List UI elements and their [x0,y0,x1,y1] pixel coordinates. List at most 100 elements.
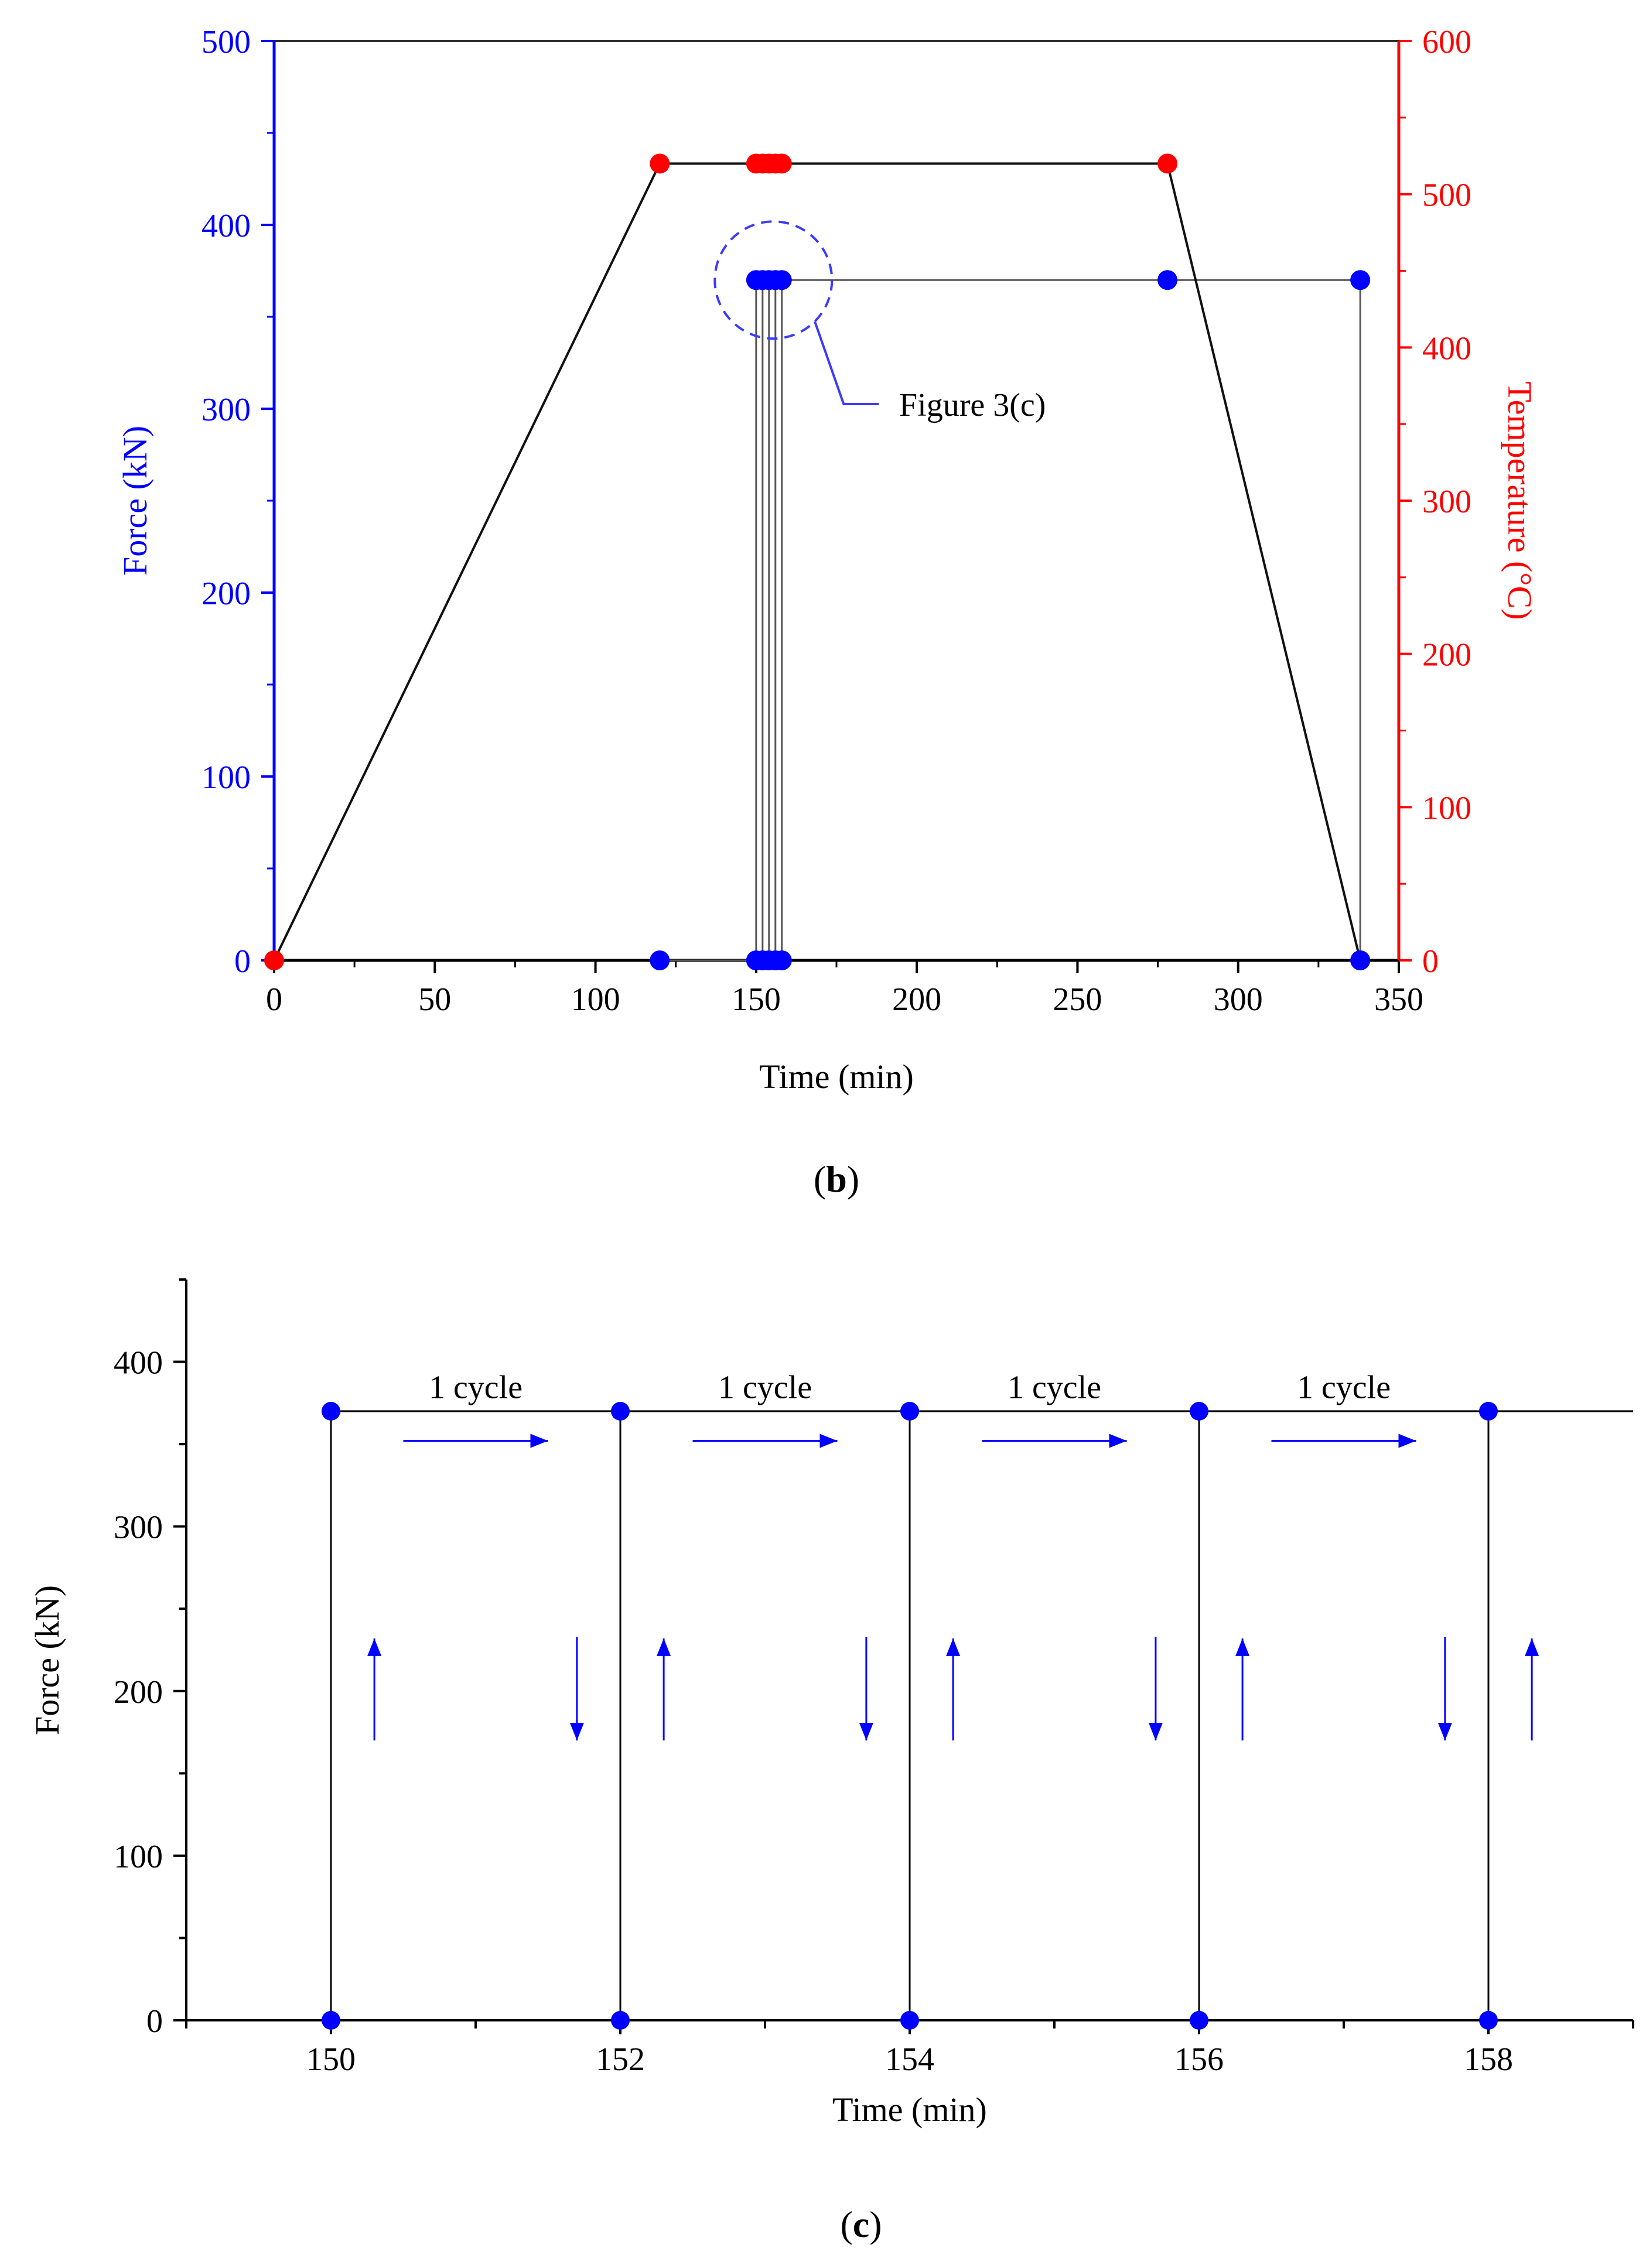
annotation-leader-line [814,321,879,405]
b-temperature-point [1157,153,1178,174]
c-y-tick-label: 100 [114,1839,163,1875]
b-y-left-tick-label: 500 [202,24,251,60]
b-y-left-tick-label: 0 [234,943,251,980]
b-x-tick-label: 250 [1053,981,1102,1018]
c-right-arrow [982,1434,1127,1448]
b-force-point [771,950,792,970]
c-cycle-label: 1 cycle [1297,1369,1391,1405]
c-force-lines [330,1410,1633,2020]
c-x-ticks: 150 152 154 156 158 [185,2020,1634,2078]
c-down-arrow-head [1148,1723,1163,1741]
c-right-arrow-head [530,1434,548,1448]
b-y-left-tick-label: 200 [202,576,251,612]
c-peak-point [611,1401,630,1421]
b-x-axis-label: Time (min) [759,1058,914,1096]
c-up-arrow [1235,1638,1250,1741]
b-temperature-point [771,153,792,174]
b-y-left-ticks: 0 100 200 300 400 500 [202,24,274,980]
annotation-label: Figure 3(c) [899,387,1046,423]
b-force-point [771,270,792,290]
b-force-point [650,950,670,970]
b-x-tick-label: 150 [732,981,781,1018]
c-x-tick-label: 152 [596,2041,645,2078]
c-right-arrow [403,1434,548,1448]
c-right-arrow [692,1434,838,1448]
c-caption-open: ( [840,2204,852,2245]
b-x-tick-label: 200 [892,981,941,1018]
b-x-tick-label: 0 [266,981,282,1018]
c-down-arrow [1437,1637,1452,1741]
c-peak-point [1190,1401,1208,1421]
b-y-right-tick-label: 0 [1422,943,1439,980]
c-peak-point [322,1401,340,1421]
c-zero-point [611,2011,630,2030]
b-y-right-tick-label: 600 [1422,24,1471,60]
b-series-lines [273,162,1362,962]
c-y-ticks: 0 100 200 300 400 [114,1278,186,2040]
c-cycle-labels: 1 cycle 1 cycle 1 cycle 1 cycle [429,1369,1391,1405]
c-caption-close: ) [869,2204,882,2245]
b-caption-letter: b [826,1158,847,1200]
c-up-arrow [367,1638,382,1741]
b-y-right-tick-label: 100 [1422,790,1471,826]
c-cycle-label: 1 cycle [718,1369,812,1405]
c-down-arrow [569,1637,584,1741]
b-caption: (b) [814,1158,859,1200]
c-peak-point [1479,1401,1498,1421]
b-y-right-tick-label: 200 [1422,637,1471,673]
b-force-point [1350,950,1371,970]
c-cycle-label: 1 cycle [429,1369,523,1405]
c-up-arrow-head [946,1638,961,1656]
c-zero-point [900,2011,919,2030]
b-y-left-tick-label: 300 [202,392,251,428]
b-force-point [1350,270,1371,290]
b-y-right-tick-label: 300 [1422,484,1471,520]
c-right-arrow-head [1109,1434,1127,1448]
c-down-arrow-head [859,1723,873,1741]
c-x-axis-label: Time (min) [832,2091,987,2129]
annotation-circle [713,220,834,340]
c-peak-point [900,1401,919,1421]
c-right-arrow [1271,1434,1416,1448]
c-down-arrow [1148,1637,1163,1741]
b-force-line [660,279,1361,962]
c-zero-point [1190,2011,1208,2030]
b-caption-close: ) [847,1158,859,1200]
b-y-right-tick-label: 500 [1422,177,1471,214]
c-direction-arrows [367,1434,1539,1741]
c-up-arrow-head [1235,1638,1250,1656]
c-zero-point [322,2011,340,2030]
b-series-markers [264,153,1371,970]
c-y-tick-label: 400 [114,1345,163,1381]
c-x-tick-label: 156 [1174,2041,1224,2078]
b-x-tick-label: 300 [1214,981,1263,1018]
c-down-arrow-head [569,1723,584,1741]
b-caption-open: ( [814,1158,826,1200]
b-temperature-point [264,950,284,970]
b-left-y-axis-label: Force (kN) [116,426,154,576]
c-cycle-label: 1 cycle [1008,1369,1101,1405]
c-down-arrow-head [1437,1723,1452,1741]
b-x-ticks: 0 50 100 150 200 250 300 350 [266,960,1423,1018]
c-zero-point [1479,2011,1498,2030]
c-x-tick-label: 158 [1464,2041,1513,2078]
c-down-arrow [859,1637,873,1741]
b-temperature-point [650,153,670,174]
b-temperature-line [273,162,1362,961]
c-caption: (c) [840,2204,882,2245]
c-y-tick-label: 300 [114,1510,163,1546]
b-y-right-ticks: 0 100 200 300 400 500 600 [1399,24,1471,980]
c-up-arrow [946,1638,961,1741]
c-right-arrow-head [819,1434,838,1448]
c-up-arrow [657,1638,671,1741]
b-annotation: Figure 3(c) [713,220,1046,423]
panel-b: 0 50 100 150 200 250 300 350 0 100 200 300 400 500 0… [116,24,1539,1200]
c-right-arrow-head [1398,1434,1416,1448]
b-x-tick-label: 50 [418,981,451,1018]
b-right-y-axis-label: Temperature (°C) [1501,381,1539,620]
c-y-tick-label: 0 [146,2003,163,2040]
c-up-arrow-head [657,1638,671,1656]
b-y-left-tick-label: 100 [202,760,251,796]
